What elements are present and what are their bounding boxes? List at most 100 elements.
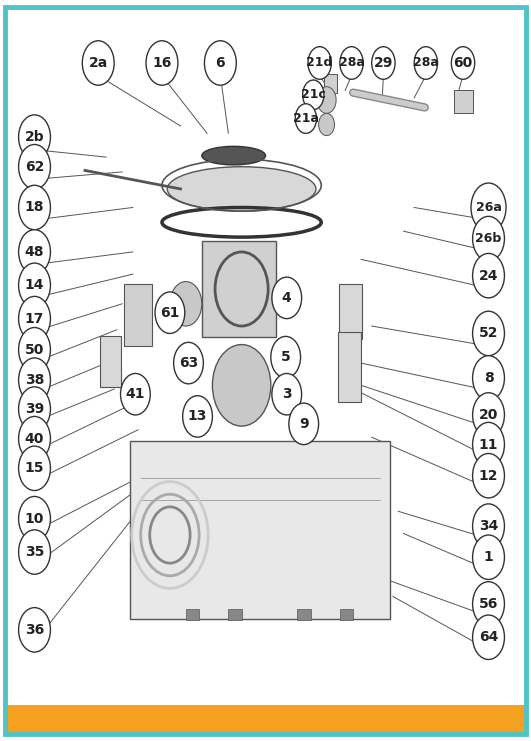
Circle shape bbox=[451, 47, 475, 79]
Circle shape bbox=[473, 615, 504, 659]
Circle shape bbox=[19, 115, 50, 159]
Text: 6: 6 bbox=[216, 56, 225, 70]
Text: 11: 11 bbox=[479, 438, 498, 451]
Circle shape bbox=[272, 373, 302, 415]
Circle shape bbox=[272, 277, 302, 319]
Text: 48: 48 bbox=[25, 245, 44, 259]
Text: 16: 16 bbox=[152, 56, 172, 70]
Circle shape bbox=[19, 358, 50, 402]
Text: 1: 1 bbox=[484, 551, 493, 564]
Text: 2b: 2b bbox=[25, 130, 44, 144]
Circle shape bbox=[473, 582, 504, 626]
Text: 26b: 26b bbox=[475, 232, 502, 245]
Circle shape bbox=[473, 422, 504, 467]
Circle shape bbox=[471, 183, 506, 232]
Circle shape bbox=[473, 393, 504, 437]
Ellipse shape bbox=[202, 147, 266, 165]
Circle shape bbox=[170, 282, 202, 326]
Text: 29: 29 bbox=[374, 56, 393, 70]
Text: 2a: 2a bbox=[89, 56, 108, 70]
Text: 24: 24 bbox=[479, 269, 498, 282]
Text: 35: 35 bbox=[25, 545, 44, 559]
Circle shape bbox=[19, 230, 50, 274]
Circle shape bbox=[473, 253, 504, 298]
Bar bbox=[340, 609, 353, 620]
FancyBboxPatch shape bbox=[124, 284, 152, 346]
Text: 36: 36 bbox=[25, 623, 44, 637]
Text: 4: 4 bbox=[282, 291, 292, 305]
Circle shape bbox=[19, 387, 50, 431]
Text: 21a: 21a bbox=[293, 112, 319, 125]
Circle shape bbox=[319, 113, 335, 136]
Circle shape bbox=[19, 144, 50, 189]
Circle shape bbox=[212, 345, 271, 426]
FancyBboxPatch shape bbox=[202, 241, 276, 337]
Circle shape bbox=[289, 403, 319, 445]
Circle shape bbox=[174, 342, 203, 384]
Text: 28a: 28a bbox=[339, 56, 364, 70]
Text: 40: 40 bbox=[25, 432, 44, 445]
Circle shape bbox=[19, 416, 50, 461]
Text: 20: 20 bbox=[479, 408, 498, 422]
Text: 63: 63 bbox=[179, 356, 198, 370]
Text: 17: 17 bbox=[25, 312, 44, 325]
Text: 50: 50 bbox=[25, 343, 44, 356]
FancyBboxPatch shape bbox=[130, 441, 390, 619]
Circle shape bbox=[473, 216, 504, 261]
Circle shape bbox=[155, 292, 185, 333]
Circle shape bbox=[19, 185, 50, 230]
Circle shape bbox=[340, 47, 363, 79]
FancyBboxPatch shape bbox=[339, 284, 362, 339]
Bar bbox=[454, 90, 473, 113]
Text: 8: 8 bbox=[484, 371, 493, 385]
Circle shape bbox=[295, 104, 316, 133]
Circle shape bbox=[19, 530, 50, 574]
Circle shape bbox=[473, 311, 504, 356]
Circle shape bbox=[19, 296, 50, 341]
Text: 21c: 21c bbox=[301, 88, 326, 102]
Text: 38: 38 bbox=[25, 373, 44, 387]
Text: 61: 61 bbox=[160, 306, 179, 319]
Text: 39: 39 bbox=[25, 402, 44, 416]
Text: 21d: 21d bbox=[306, 56, 333, 70]
Text: 14: 14 bbox=[25, 279, 44, 292]
Ellipse shape bbox=[167, 167, 316, 211]
Text: 10: 10 bbox=[25, 512, 44, 525]
Text: 64: 64 bbox=[479, 631, 498, 644]
Text: 3: 3 bbox=[282, 388, 292, 401]
Circle shape bbox=[19, 446, 50, 491]
Text: 12: 12 bbox=[479, 469, 498, 482]
Text: 18: 18 bbox=[25, 201, 44, 214]
Circle shape bbox=[473, 504, 504, 548]
Circle shape bbox=[19, 328, 50, 372]
Text: 56: 56 bbox=[479, 597, 498, 611]
Circle shape bbox=[121, 373, 150, 415]
Text: 5: 5 bbox=[281, 350, 290, 364]
Circle shape bbox=[271, 336, 301, 378]
Text: 60: 60 bbox=[453, 56, 473, 70]
FancyBboxPatch shape bbox=[100, 336, 121, 387]
Circle shape bbox=[372, 47, 395, 79]
Text: 13: 13 bbox=[188, 410, 207, 423]
Text: 9: 9 bbox=[299, 417, 309, 431]
Circle shape bbox=[146, 41, 178, 85]
Text: 28a: 28a bbox=[413, 56, 439, 70]
Circle shape bbox=[308, 47, 331, 79]
Text: 41: 41 bbox=[126, 388, 145, 401]
Circle shape bbox=[82, 41, 114, 85]
Circle shape bbox=[19, 608, 50, 652]
Circle shape bbox=[473, 356, 504, 400]
Circle shape bbox=[19, 496, 50, 541]
Circle shape bbox=[303, 80, 324, 110]
FancyBboxPatch shape bbox=[5, 705, 526, 734]
Circle shape bbox=[414, 47, 438, 79]
Circle shape bbox=[473, 453, 504, 498]
Text: 52: 52 bbox=[479, 327, 498, 340]
Circle shape bbox=[473, 535, 504, 579]
Bar bbox=[228, 609, 242, 620]
Circle shape bbox=[204, 41, 236, 85]
Bar bbox=[324, 74, 337, 93]
Circle shape bbox=[183, 396, 212, 437]
Text: 34: 34 bbox=[479, 519, 498, 533]
Bar bbox=[297, 609, 311, 620]
